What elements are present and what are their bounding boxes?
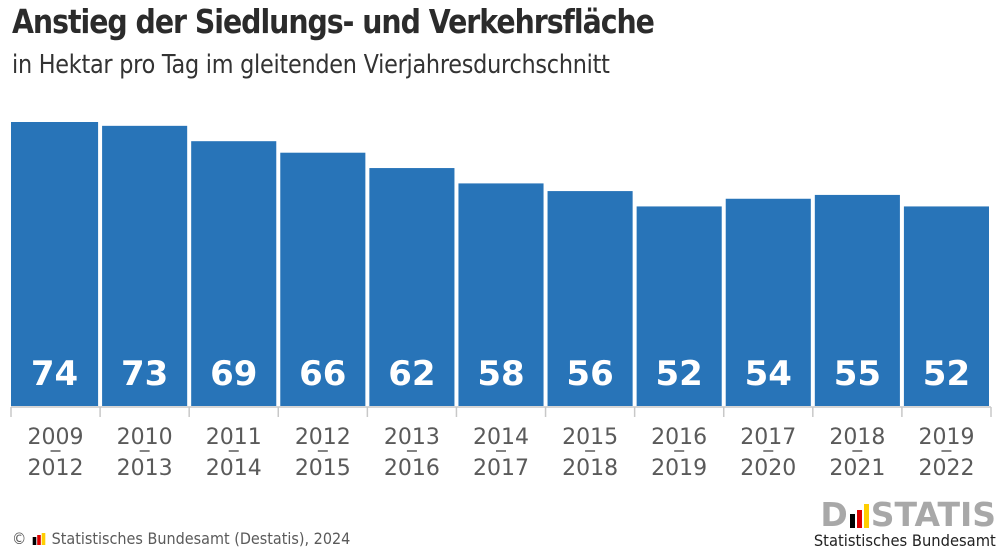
- tick-start-year: 2009: [28, 425, 84, 450]
- tick-start-year: 2018: [829, 425, 885, 450]
- logo-letters-statis: STATIS: [870, 495, 996, 534]
- chart-title: Anstieg der Siedlungs- und Verkehrsfläch…: [12, 2, 655, 41]
- tick-end-year: 2017: [473, 456, 529, 481]
- tick-end-year: 2014: [206, 456, 262, 481]
- bar-2009-2012: [11, 122, 99, 406]
- chart-subtitle: in Hektar pro Tag im gleitenden Vierjahr…: [12, 50, 610, 80]
- tick-end-year: 2015: [295, 456, 351, 481]
- bar-2019-2022: [903, 206, 989, 406]
- data-label: 58: [477, 354, 524, 394]
- x-tick-label: 2010 2013: [117, 425, 173, 481]
- road-shape: [540, 130, 640, 175]
- destatis-logo: D STATIS Statistisches Bundesamt: [798, 495, 996, 550]
- data-label: 54: [745, 354, 792, 394]
- logo-bar-red: [856, 510, 862, 528]
- tick-end-year: 2016: [384, 456, 440, 481]
- tick-end-year: 2021: [829, 456, 885, 481]
- x-tick-label: 2015 2018: [562, 425, 618, 481]
- data-label: 74: [31, 354, 78, 394]
- bar-chart: 74 73 69 66 62 58 56 52 54 55 52 20092012201020132…: [10, 122, 992, 481]
- bar-2011-2014: [191, 141, 277, 406]
- tick-start-year: 2013: [384, 425, 440, 450]
- bar-2015-2018: [547, 191, 633, 406]
- logo-bar-red: [37, 534, 41, 545]
- tick-start-year: 2014: [473, 425, 529, 450]
- bar-2013-2016: [369, 168, 455, 406]
- tick-end-year: 2019: [651, 456, 707, 481]
- bar-2012-2015: [280, 152, 366, 406]
- x-tick-label: 2012 2015: [295, 425, 351, 481]
- x-tick-label: 2019 2022: [918, 425, 974, 481]
- x-tick-label: 2013 2016: [384, 425, 440, 481]
- x-tick-label: 2017 2020: [740, 425, 796, 481]
- tick-end-year: 2012: [28, 456, 84, 481]
- bar-2016-2019: [636, 206, 722, 406]
- x-tick-label: 2018 2021: [829, 425, 885, 481]
- logo-flag-bars-icon: [849, 504, 869, 528]
- tick-end-year: 2018: [562, 456, 618, 481]
- copyright-icon: ©: [12, 529, 27, 548]
- tick-start-year: 2011: [206, 425, 262, 450]
- tick-end-year: 2013: [117, 456, 173, 481]
- data-label: 69: [210, 354, 257, 394]
- source-note: © Statistisches Bundesamt (Destatis), 20…: [12, 529, 350, 548]
- tick-start-year: 2015: [562, 425, 618, 450]
- x-tick-label: 2014 2017: [473, 425, 529, 481]
- source-text: Statistisches Bundesamt (Destatis), 2024: [51, 529, 351, 548]
- data-label: 52: [923, 354, 970, 394]
- logo-tagline: Statistisches Bundesamt: [814, 531, 996, 550]
- logo-letter-d: D: [820, 495, 848, 534]
- bar-2018-2021: [814, 194, 900, 406]
- x-tick-label: 2011 2014: [206, 425, 262, 481]
- tick-end-year: 2022: [918, 456, 974, 481]
- data-label: 56: [566, 354, 613, 394]
- data-label: 62: [388, 354, 435, 394]
- tick-start-year: 2010: [117, 425, 173, 450]
- logo-bar-gold: [41, 532, 46, 545]
- bar-2010-2013: [102, 125, 188, 407]
- bar-2014-2017: [458, 183, 544, 406]
- logo-bar-black: [32, 536, 37, 545]
- destatis-mini-logo-icon: [32, 532, 46, 545]
- logo-bar-gold: [863, 504, 869, 528]
- data-label: 73: [121, 354, 168, 394]
- tick-start-year: 2012: [295, 425, 351, 450]
- tick-start-year: 2017: [740, 425, 796, 450]
- data-label: 52: [656, 354, 703, 394]
- data-label: 66: [299, 354, 346, 394]
- tick-end-year: 2020: [740, 456, 796, 481]
- data-label: 55: [834, 354, 881, 394]
- bar-2017-2020: [725, 198, 811, 406]
- x-tick-label: 2016 2019: [651, 425, 707, 481]
- tick-start-year: 2016: [651, 425, 707, 450]
- logo-bar-black: [849, 514, 855, 528]
- tick-start-year: 2019: [918, 425, 974, 450]
- x-tick-label: 2009 2012: [28, 425, 84, 481]
